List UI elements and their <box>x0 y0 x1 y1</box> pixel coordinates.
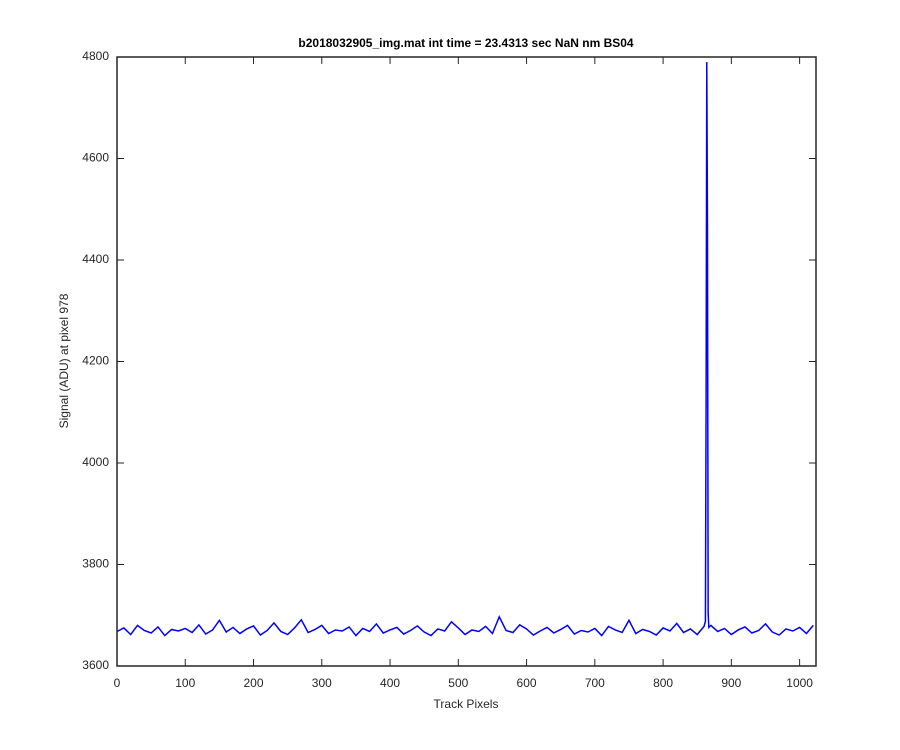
x-tick-label: 100 <box>175 676 195 690</box>
x-tick-label: 700 <box>585 676 605 690</box>
x-tick-label: 400 <box>380 676 400 690</box>
y-tick-label: 4800 <box>82 49 109 63</box>
y-tick-label: 3800 <box>82 557 109 571</box>
y-tick-label: 3600 <box>82 658 109 672</box>
x-tick-label: 500 <box>448 676 468 690</box>
x-tick-label: 800 <box>653 676 673 690</box>
y-axis-label: Signal (ADU) at pixel 978 <box>57 293 71 428</box>
x-tick-label: 0 <box>114 676 121 690</box>
x-tick-label: 1000 <box>786 676 813 690</box>
x-tick-label: 900 <box>721 676 741 690</box>
y-tick-label: 4600 <box>82 151 109 165</box>
x-axis-label: Track Pixels <box>434 697 499 711</box>
plot-frame <box>116 56 817 667</box>
y-tick-label: 4400 <box>82 252 109 266</box>
data-line <box>116 62 814 637</box>
y-tick-label: 4000 <box>82 455 109 469</box>
y-tick-label: 4200 <box>82 354 109 368</box>
x-tick-label: 200 <box>244 676 264 690</box>
chart-title: b2018032905_img.mat int time = 23.4313 s… <box>298 36 634 50</box>
x-tick-label: 300 <box>312 676 332 690</box>
x-tick-label: 600 <box>517 676 537 690</box>
